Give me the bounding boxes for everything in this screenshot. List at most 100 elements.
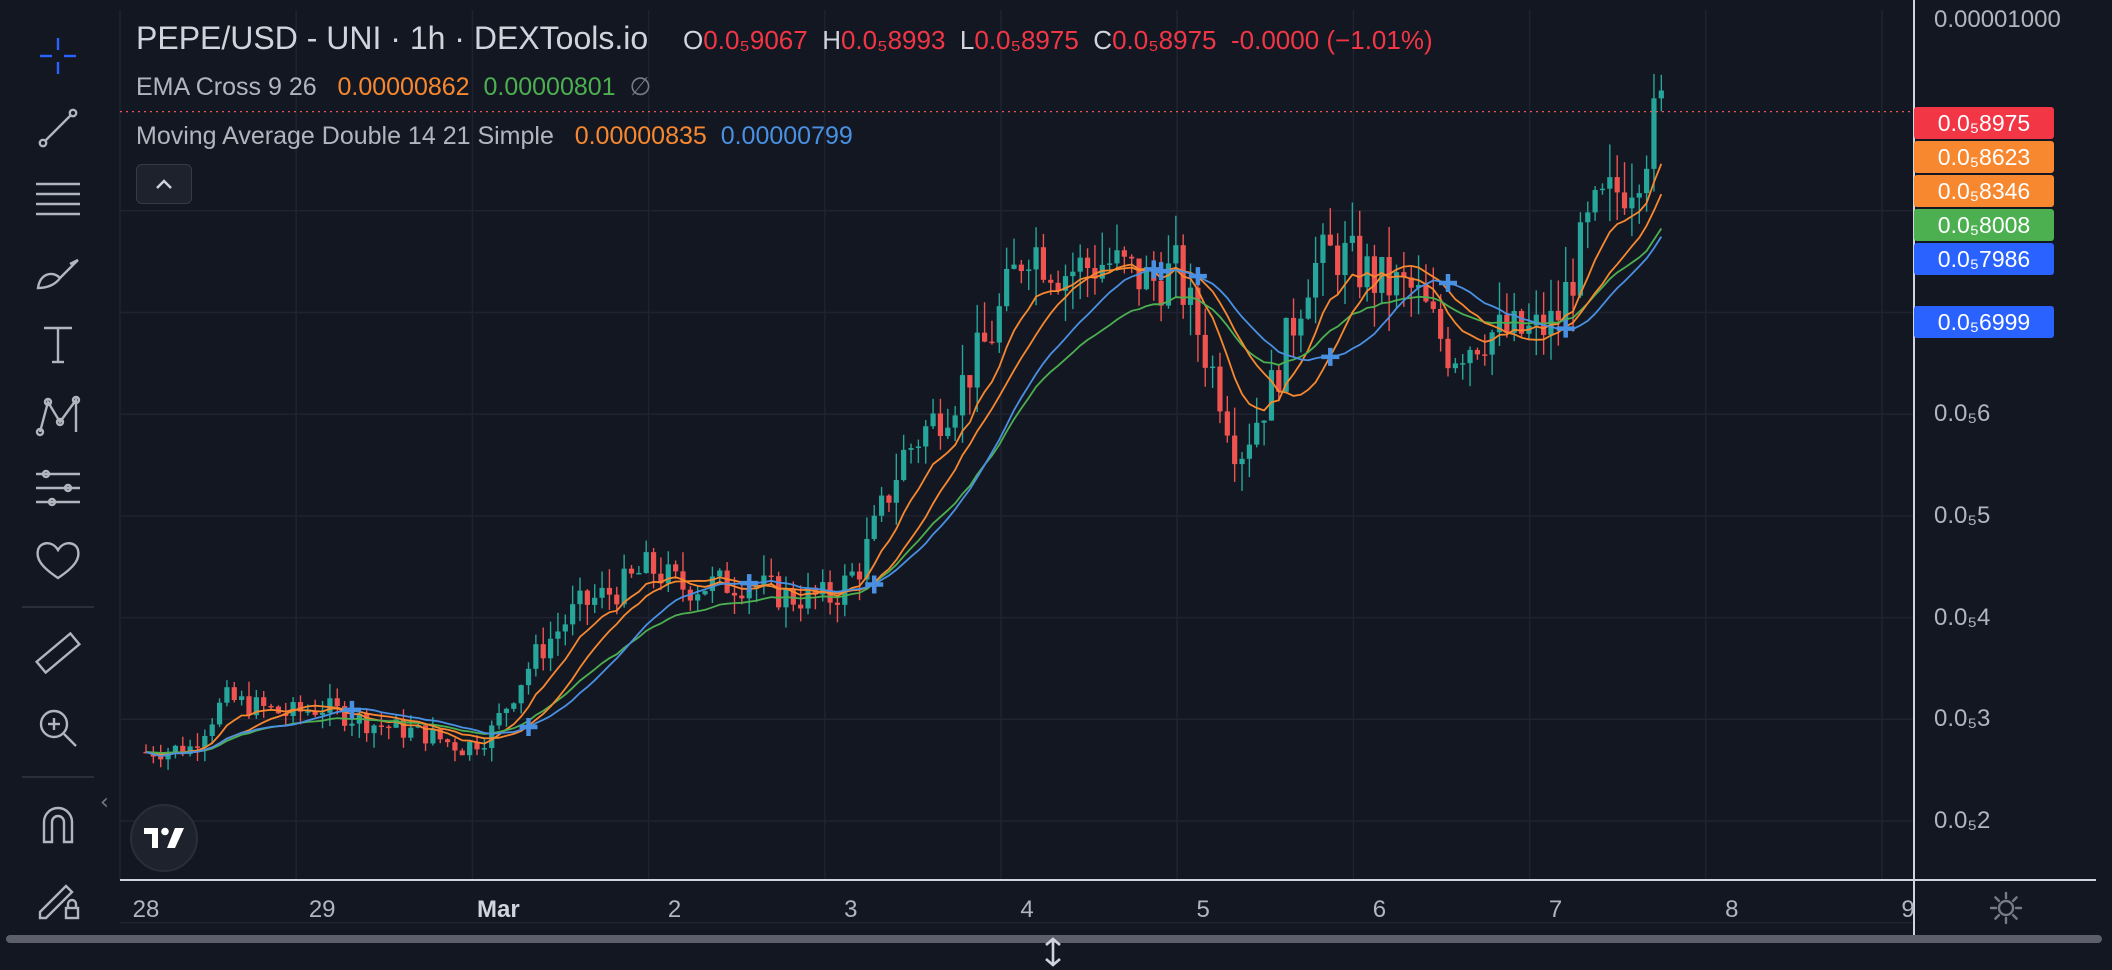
price-axis-top-label: 0.00001000	[1934, 6, 2061, 33]
candle-body	[481, 748, 487, 750]
candle-body	[496, 712, 502, 726]
candle-body	[1423, 284, 1429, 302]
candle-body	[930, 413, 936, 427]
candle-body	[1651, 98, 1657, 169]
zoom-in-icon	[39, 709, 77, 747]
price-axis-label: 0.0₅2	[1934, 807, 1991, 834]
candle-body	[1077, 257, 1083, 272]
candle-body	[731, 592, 738, 596]
close-value: 0.0₅8975	[1112, 25, 1217, 55]
resize-handle-icon[interactable]	[1036, 935, 1070, 969]
candle-body	[437, 729, 443, 740]
candle-body	[1342, 242, 1348, 276]
time-axis-label: 9	[1901, 896, 1915, 923]
chart-canvas[interactable]	[0, 0, 2112, 935]
brush-tool[interactable]	[24, 238, 92, 306]
candle-body	[194, 746, 201, 748]
cross-signal-marker	[1321, 347, 1340, 366]
moving-average-legend[interactable]: Moving Average Double 14 21 Simple 0.000…	[136, 122, 853, 151]
candle-body	[1467, 349, 1473, 364]
symbol-title[interactable]: PEPE/USD - UNI · 1h · DEXTools.io	[136, 20, 649, 56]
gear-icon[interactable]	[1988, 890, 2024, 926]
candle-body	[864, 538, 870, 580]
candle-body	[959, 375, 966, 416]
candle-body	[849, 571, 855, 576]
chart-pane[interactable]: PEPE/USD - UNI · 1h · DEXTools.io O0.0₅9…	[0, 0, 2112, 935]
cross-signal-marker	[1152, 262, 1171, 281]
favorites-tool[interactable]	[24, 526, 92, 594]
ema-fast-value: 0.00000862	[337, 73, 470, 101]
time-axis-label: 4	[1020, 896, 1034, 923]
candle-body	[1224, 411, 1230, 436]
candle-body	[1048, 279, 1054, 283]
trendline-tool[interactable]	[24, 94, 92, 162]
collapse-legend-button[interactable]	[136, 164, 192, 204]
ma-fast-value: 0.00000835	[574, 122, 707, 150]
candle-body	[231, 687, 237, 701]
ema-cross-legend[interactable]: EMA Cross 9 26 0.00000862 0.00000801 ∅	[136, 72, 651, 102]
candle-body	[1107, 263, 1113, 265]
chevron-left-icon[interactable]: ‹	[100, 790, 109, 815]
candle-body	[695, 594, 701, 601]
candle-body	[1430, 301, 1436, 309]
candle-body	[1055, 282, 1061, 291]
cross-signal-marker	[342, 700, 361, 719]
ruler-tool[interactable]	[24, 620, 92, 688]
candle-body	[1312, 262, 1319, 298]
candle-body	[209, 724, 215, 736]
zoom-tool[interactable]	[24, 694, 92, 762]
price-tag: 0.0₅8623	[1914, 141, 2054, 173]
tradingview-logo[interactable]	[130, 804, 198, 872]
candle-body	[952, 415, 958, 428]
crosshair-icon	[40, 38, 76, 74]
candle-body	[1246, 444, 1252, 459]
text-tool[interactable]	[24, 310, 92, 378]
ema-indicator-name[interactable]: EMA Cross 9 26	[136, 73, 317, 101]
candle-body	[893, 480, 899, 503]
prediction-tool[interactable]	[24, 454, 92, 522]
candle-body	[1621, 192, 1628, 209]
crosshair-tool[interactable]	[24, 22, 92, 90]
candle-body	[673, 564, 679, 572]
ema-9-line	[145, 163, 1663, 756]
candle-body	[555, 631, 561, 639]
candle-body	[202, 735, 208, 748]
price-tag: 0.0₅8975	[1914, 107, 2054, 139]
candle-body	[1386, 256, 1392, 296]
candle-body	[1026, 269, 1032, 272]
cross-signal-marker	[1439, 273, 1457, 292]
ema-slow-value: 0.00000801	[483, 73, 616, 101]
candle-body	[540, 644, 546, 659]
candle-body	[1210, 366, 1216, 369]
candle-body	[1349, 235, 1355, 243]
candle-body	[592, 597, 598, 605]
high-value: 0.0₅8993	[840, 25, 946, 55]
drawing-toolbar: ‹	[0, 0, 116, 935]
candle-body	[1614, 177, 1620, 193]
candle-body	[1533, 314, 1539, 326]
magnet-tool[interactable]	[24, 792, 92, 860]
candle-body	[1232, 435, 1238, 465]
candle-body	[776, 576, 782, 608]
candle-body	[981, 332, 988, 342]
fib-retracement-tool[interactable]	[24, 166, 92, 234]
ma-indicator-name[interactable]: Moving Average Double 14 21 Simple	[136, 122, 554, 150]
ma-slow-value: 0.00000799	[720, 122, 853, 150]
candle-body	[1004, 268, 1010, 307]
time-axis-label: 5	[1196, 896, 1210, 923]
candle-body	[820, 582, 826, 595]
candle-body	[1496, 314, 1503, 333]
price-tag: 0.0₅7986	[1914, 243, 2054, 275]
candle-body	[400, 719, 407, 738]
time-axis-label: 7	[1548, 896, 1563, 923]
candle-body	[1644, 168, 1650, 194]
candle-body	[1084, 257, 1091, 269]
candle-body	[1629, 197, 1635, 209]
time-axis-label: 8	[1725, 896, 1739, 923]
lock-drawings-tool[interactable]	[24, 864, 92, 932]
sma-21-line	[145, 236, 1663, 757]
candle-body	[1599, 188, 1606, 191]
candle-body	[937, 413, 944, 436]
pattern-tool[interactable]	[24, 382, 92, 450]
candle-body	[1371, 256, 1378, 293]
